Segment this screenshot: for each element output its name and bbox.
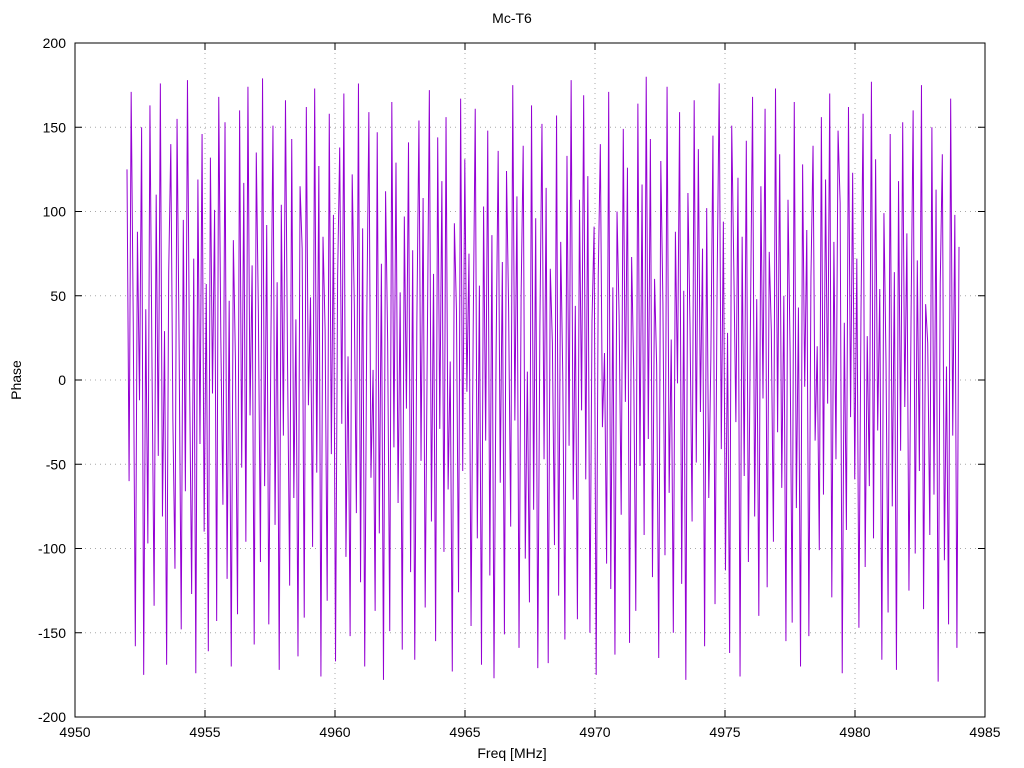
y-tick-label: -200 [38, 709, 66, 725]
phase-series-line [126, 76, 960, 682]
y-tick-label: -150 [38, 625, 66, 641]
chart-title: Mc-T6 [492, 10, 532, 26]
y-tick-label: 150 [43, 119, 67, 135]
y-tick-label: 100 [43, 204, 67, 220]
x-axis-label: Freq [MHz] [477, 745, 547, 761]
x-tick-label: 4950 [59, 724, 90, 740]
y-axis-label: Phase [8, 360, 24, 400]
x-tick-label: 4965 [449, 724, 480, 740]
y-tick-label: -50 [46, 456, 66, 472]
x-tick-label: 4975 [709, 724, 740, 740]
y-tick-label: 50 [50, 288, 66, 304]
x-tick-label: 4960 [319, 724, 350, 740]
y-tick-label: 200 [43, 35, 67, 51]
x-tick-label: 4985 [969, 724, 1000, 740]
y-tick-label: -100 [38, 541, 66, 557]
y-tick-label: 0 [58, 372, 66, 388]
x-tick-label: 4980 [839, 724, 870, 740]
x-tick-label: 4955 [189, 724, 220, 740]
x-tick-label: 4970 [579, 724, 610, 740]
